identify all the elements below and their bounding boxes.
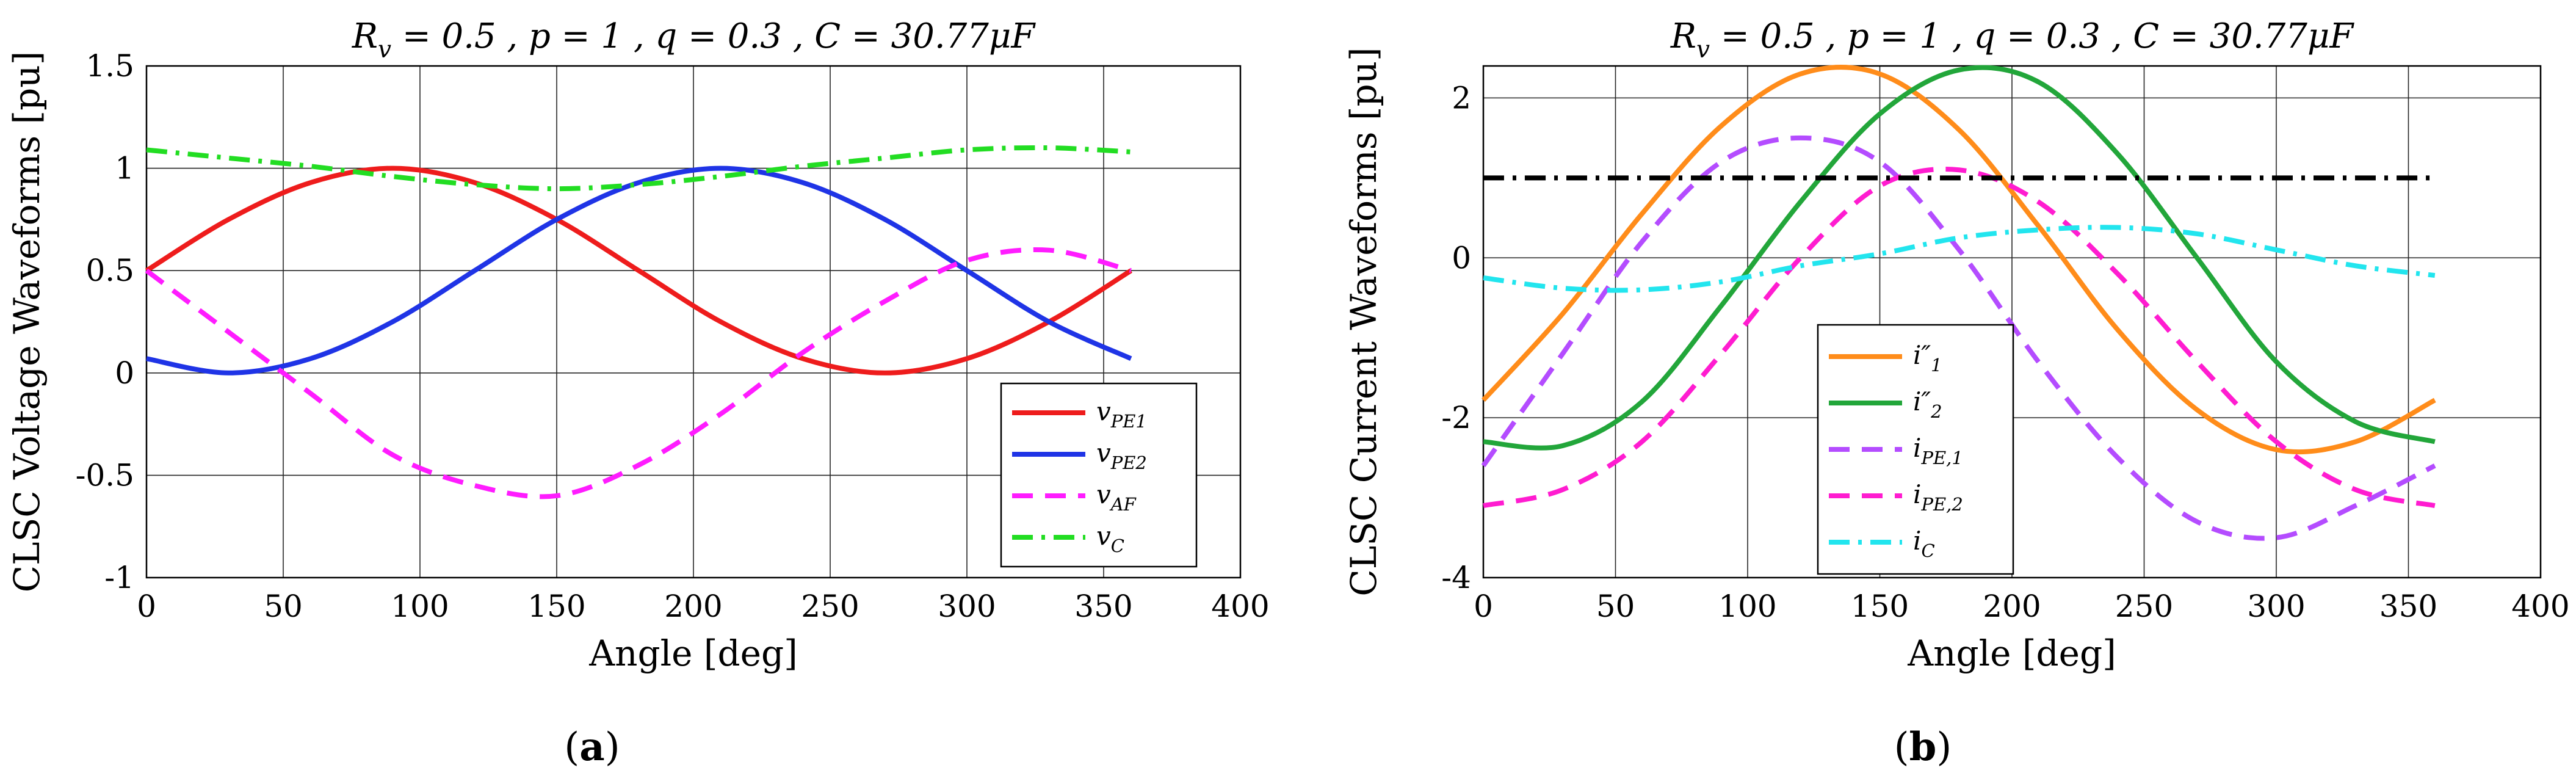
- x-tick-label: 150: [1851, 589, 1909, 624]
- y-tick-label: 0: [115, 355, 134, 391]
- legend-label: i″2: [1913, 387, 1942, 422]
- series-line-i-2: [1483, 65, 2436, 451]
- x-tick-label: 50: [1596, 589, 1635, 624]
- y-axis-label: CLSC Voltage Waveforms [pu]: [6, 51, 48, 593]
- panel-a-label: (a): [564, 724, 620, 770]
- series-line-v-af: [145, 247, 1132, 499]
- x-tick-label: 0: [1474, 589, 1493, 624]
- axes-frame: [145, 65, 1242, 579]
- x-tick-label: 50: [264, 589, 303, 624]
- x-tick-label: 200: [1983, 589, 2041, 624]
- y-tick-label: 1.5: [85, 48, 134, 84]
- legend-label: iC: [1913, 526, 1935, 561]
- panel-a-chart: 0 50 100 150 200 250 300 350 400 -1 -0.5 0 0.5 1 1.5 Rv…: [6, 16, 1270, 674]
- x-tick-label: 400: [1211, 589, 1269, 624]
- y-tick-label: 0: [1452, 240, 1471, 275]
- x-tick-label: 400: [2511, 589, 2569, 624]
- x-axis-label: Angle [deg]: [588, 633, 798, 674]
- x-tick-label: 150: [527, 589, 585, 624]
- legend-label: iPE,2: [1913, 479, 1963, 515]
- chart-title: Rv = 0.5 , p = 1 , q = 0.3 , C = 30.77μF: [1670, 16, 2355, 64]
- series-line-v-pe1: [145, 165, 1132, 376]
- x-tick-label: 200: [664, 589, 722, 624]
- x-tick-label: 300: [2247, 589, 2305, 624]
- x-tick-label: 350: [1074, 589, 1132, 624]
- x-tick-label: 0: [137, 589, 156, 624]
- legend-box: [1817, 324, 2014, 575]
- legend-label: vAF: [1096, 479, 1137, 515]
- x-tick-label: 100: [1718, 589, 1776, 624]
- x-tick-label: 250: [2115, 589, 2173, 624]
- x-tick-label: 250: [801, 589, 859, 624]
- x-tick-label: 300: [938, 589, 996, 624]
- x-tick-label: 100: [391, 589, 449, 624]
- legend-label: vC: [1096, 521, 1124, 556]
- y-tick-label: -2: [1441, 400, 1471, 435]
- series-line-i-1: [1482, 65, 2436, 455]
- series-line-i-pe-2: [1483, 166, 2436, 509]
- y-tick-label: 0.5: [85, 253, 134, 288]
- y-tick-label: 2: [1452, 80, 1471, 115]
- panel-b-chart: 0 50 100 150 200 250 300 350 400 -4 -2 0 2 Rv = 0.5 ,…: [1343, 16, 2570, 674]
- legend-label: vPE2: [1096, 438, 1147, 473]
- series-line-i-pe-1: [1481, 135, 2436, 541]
- y-tick-label: -4: [1441, 560, 1471, 595]
- axes-frame: [1482, 65, 2542, 579]
- y-tick-label: 1: [115, 151, 134, 186]
- panel-b-label: (b): [1894, 724, 1952, 770]
- y-tick-label: -0.5: [76, 457, 134, 493]
- y-tick-label: -1: [104, 560, 134, 595]
- series-line-v-pe2: [146, 165, 1132, 376]
- series-line-i-c: [1483, 225, 2436, 293]
- legend-box: [1000, 382, 1198, 568]
- x-axis-label: Angle [deg]: [1907, 633, 2116, 674]
- legend-label: i″1: [1913, 340, 1942, 376]
- y-axis-label: CLSC Current Waveforms [pu]: [1343, 47, 1384, 596]
- legend-label: iPE,1: [1913, 433, 1963, 468]
- legend-label: vPE1: [1096, 396, 1147, 432]
- x-tick-label: 350: [2379, 589, 2437, 624]
- chart-title: Rv = 0.5 , p = 1 , q = 0.3 , C = 30.77μF: [352, 16, 1037, 64]
